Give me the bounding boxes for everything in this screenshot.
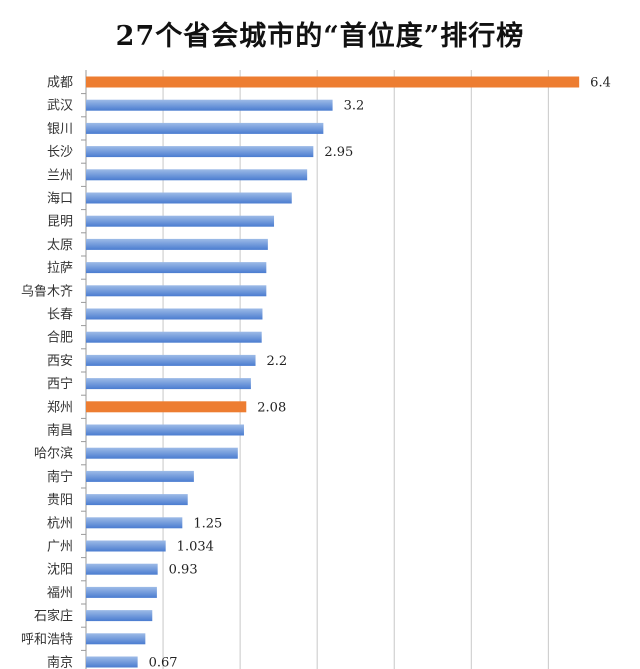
category-label: 西宁: [47, 376, 73, 392]
category-label: 海口: [47, 192, 73, 207]
bar-3: [86, 122, 324, 134]
data-label: 1.25: [193, 516, 222, 531]
category-label: 南昌: [47, 423, 73, 439]
bar-21: [86, 540, 166, 552]
category-label: 合肥: [47, 331, 73, 346]
category-label: 南宁: [47, 469, 73, 485]
chart-title: 27个省会城市的“首位度”排行榜: [115, 21, 525, 52]
bar-4: [86, 146, 314, 158]
bar-13: [86, 354, 256, 366]
bar-12: [86, 331, 262, 343]
bar-9: [86, 262, 267, 274]
bar-17: [86, 447, 238, 459]
data-label: 0.67: [149, 656, 178, 669]
bar-26: [86, 656, 138, 668]
bar-6: [86, 192, 292, 204]
bar-20: [86, 517, 183, 529]
category-label: 长春: [47, 308, 73, 323]
category-label: 兰州: [47, 168, 73, 183]
bar-18: [86, 470, 194, 482]
bars: [86, 76, 580, 668]
bar-15: [86, 401, 247, 413]
category-label: 南京: [47, 655, 73, 669]
bar-22: [86, 563, 158, 575]
category-label: 太原: [47, 238, 73, 253]
data-label: 2.08: [257, 400, 286, 415]
bar-5: [86, 169, 308, 181]
category-label: 西安: [47, 354, 73, 369]
category-label: 石家庄: [34, 608, 73, 624]
category-label: 武汉: [47, 99, 73, 114]
bar-25: [86, 633, 146, 645]
data-label: 2.2: [267, 354, 288, 369]
category-label: 郑州: [47, 400, 73, 415]
bar-14: [86, 378, 251, 390]
category-label: 福州: [47, 586, 73, 601]
bar-1: [86, 76, 580, 88]
bar-10: [86, 285, 267, 297]
data-label: 6.4: [590, 76, 611, 91]
category-label: 沈阳: [47, 563, 73, 578]
category-label: 昆明: [47, 215, 73, 230]
category-label: 贵阳: [47, 493, 73, 508]
bar-11: [86, 308, 263, 320]
data-label: 2.95: [324, 145, 353, 160]
category-label: 广州: [47, 540, 73, 555]
bar-7: [86, 215, 275, 227]
category-label: 呼和浩特: [21, 632, 73, 647]
category-label: 拉萨: [47, 261, 73, 276]
bar-19: [86, 494, 188, 506]
bar-8: [86, 238, 268, 250]
data-label: 3.2: [344, 99, 365, 114]
data-label: 0.93: [169, 563, 198, 578]
gridlines: [81, 70, 549, 669]
bar-24: [86, 610, 153, 622]
data-label: 1.034: [177, 540, 214, 555]
category-label: 哈尔滨: [34, 446, 73, 462]
category-label: 银川: [47, 122, 73, 137]
category-label: 乌鲁木齐: [21, 283, 73, 299]
category-label: 长沙: [47, 145, 73, 160]
category-label: 成都: [47, 76, 73, 91]
bar-2: [86, 99, 333, 111]
category-label: 杭州: [47, 516, 73, 531]
bar-16: [86, 424, 244, 436]
bar-23: [86, 586, 157, 598]
